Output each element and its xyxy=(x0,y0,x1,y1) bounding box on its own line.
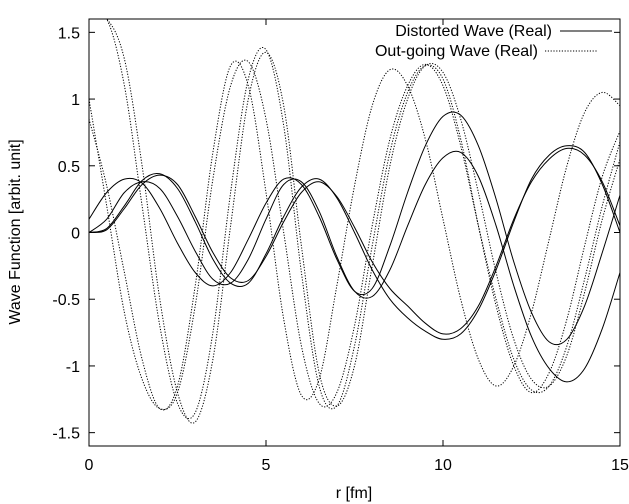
y-tick-label: -0.5 xyxy=(52,292,80,309)
legend-label-distorted: Distorted Wave (Real) xyxy=(395,23,552,40)
x-axis-title: r [fm] xyxy=(336,485,372,502)
tick-labels: 0 5 10 15 -1.5 -1 -0.5 0 0.5 1 1.5 xyxy=(52,25,629,474)
outgoing-wave-curve-6 xyxy=(89,19,620,424)
y-tick-label: 1 xyxy=(71,92,80,109)
legend-label-outgoing: Out-going Wave (Real) xyxy=(375,43,538,60)
distorted-wave-curve-2 xyxy=(89,111,620,346)
y-tick-label: -1.5 xyxy=(52,426,80,443)
distorted-wave-curve-1 xyxy=(89,145,620,340)
outgoing-wave-curve-7 xyxy=(89,60,620,411)
y-tick-label: 0 xyxy=(71,226,80,243)
outgoing-wave-curve-5 xyxy=(89,19,620,420)
axis-ticks xyxy=(88,19,621,446)
x-tick-label: 0 xyxy=(85,457,94,474)
plot-curves xyxy=(89,19,620,424)
y-tick-label: 1.5 xyxy=(58,25,80,42)
y-tick-label: -1 xyxy=(66,359,80,376)
x-tick-label: 5 xyxy=(262,457,271,474)
x-tick-label: 15 xyxy=(611,457,629,474)
distorted-wave-curve-3 xyxy=(89,150,620,383)
outgoing-wave-curve-4 xyxy=(89,59,620,410)
legend: Distorted Wave (Real) Out-going Wave (Re… xyxy=(375,23,612,60)
y-tick-label: 0.5 xyxy=(58,159,80,176)
x-tick-label: 10 xyxy=(434,457,452,474)
distorted-wave-curve-0 xyxy=(89,147,620,335)
y-axis-title: Wave Function [arbit. unit] xyxy=(7,139,24,324)
